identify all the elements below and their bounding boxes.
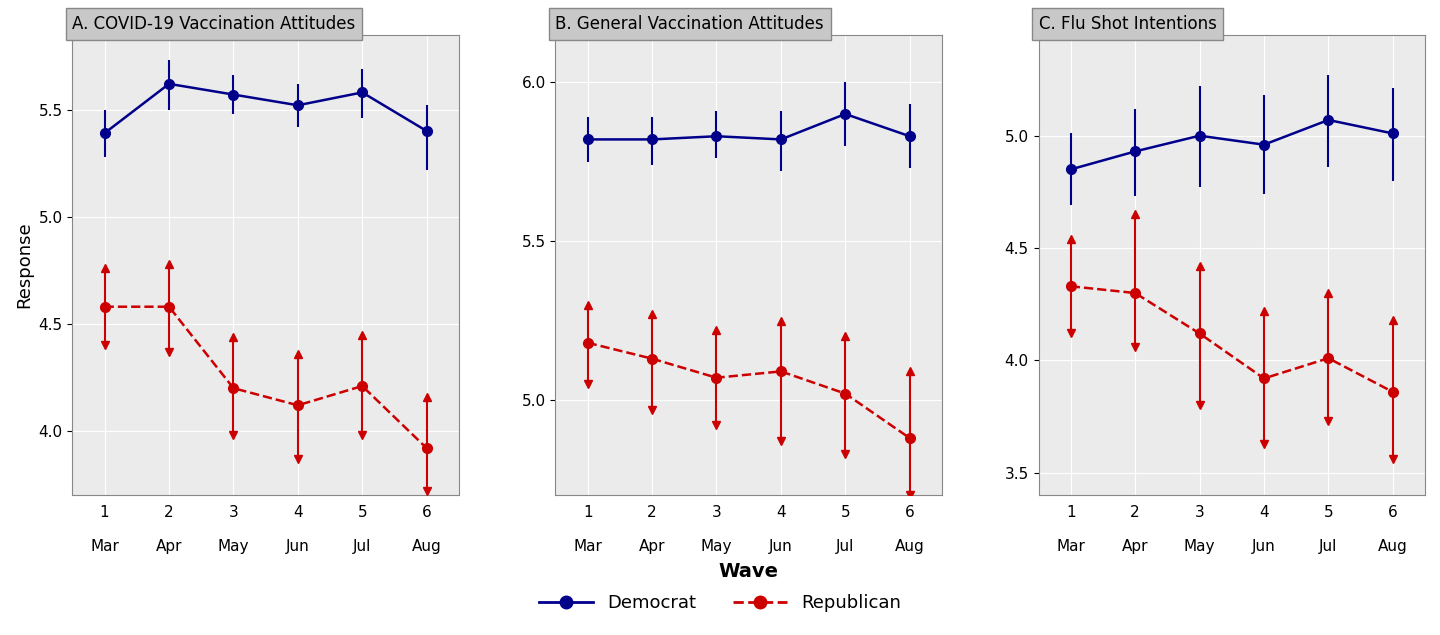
Text: C. Flu Shot Intentions: C. Flu Shot Intentions: [1038, 15, 1217, 33]
Y-axis label: Response: Response: [14, 222, 33, 308]
X-axis label: Wave: Wave: [719, 562, 779, 580]
Legend: Democrat, Republican: Democrat, Republican: [531, 587, 909, 620]
Text: A. COVID-19 Vaccination Attitudes: A. COVID-19 Vaccination Attitudes: [72, 15, 356, 33]
Text: B. General Vaccination Attitudes: B. General Vaccination Attitudes: [556, 15, 824, 33]
